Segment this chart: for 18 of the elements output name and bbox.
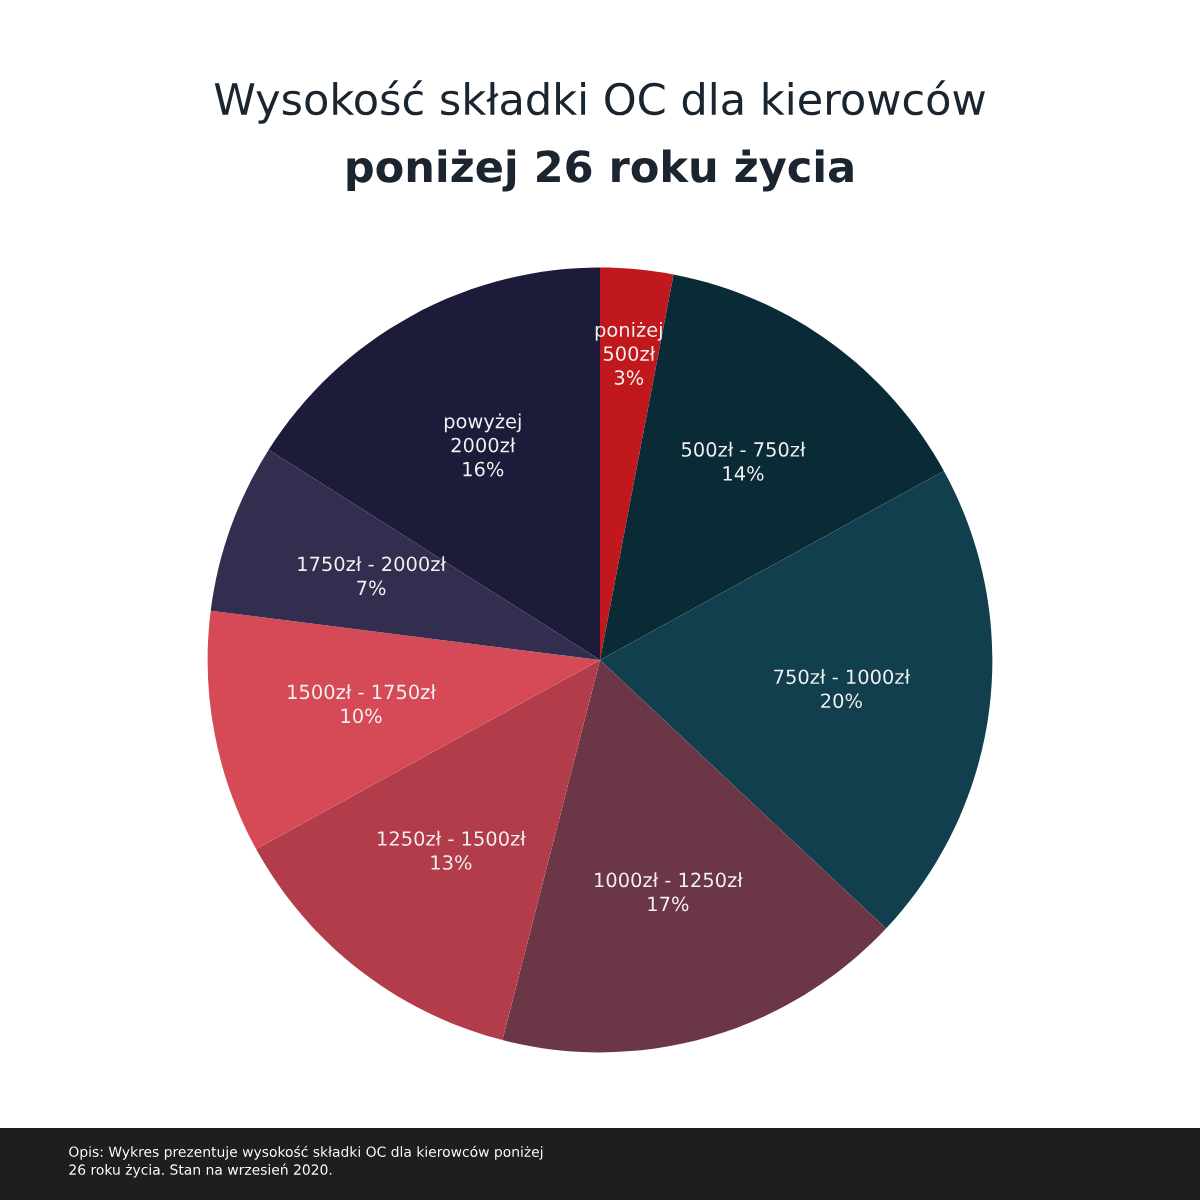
data-label: 17% xyxy=(648,896,689,912)
slice-label: 750zł - 1000zł xyxy=(774,669,911,685)
data-label: 10% xyxy=(341,708,382,724)
slice-label: 1500zł - 1750zł xyxy=(288,684,436,700)
data-label: 3% xyxy=(614,370,644,385)
pie-slice xyxy=(207,610,600,850)
data-label: 7% xyxy=(357,580,386,596)
slice-label: powyżej 2000zł xyxy=(444,413,521,453)
slice-label: 1250zł - 1500zł xyxy=(378,830,526,846)
data-label: 14% xyxy=(723,466,764,481)
chart-title: Wysokość składki OC dla kierowców poniżej 26 roku życia xyxy=(214,80,985,192)
text: Opis: Wykres prezentuje wysokość składki OC dla kierowców poniżej 26 roku życia. Stan na wrzesień 2020. xyxy=(69,1145,543,1178)
data-label: 16% xyxy=(463,461,504,477)
slice-label: 1750zł - 2000zł xyxy=(298,556,447,572)
data-label: 13% xyxy=(431,855,472,870)
data-label: 20% xyxy=(821,693,862,709)
slice-label: 1000zł - 1250zł xyxy=(595,872,743,888)
slice-label: 500zł - 750zł xyxy=(681,441,806,457)
